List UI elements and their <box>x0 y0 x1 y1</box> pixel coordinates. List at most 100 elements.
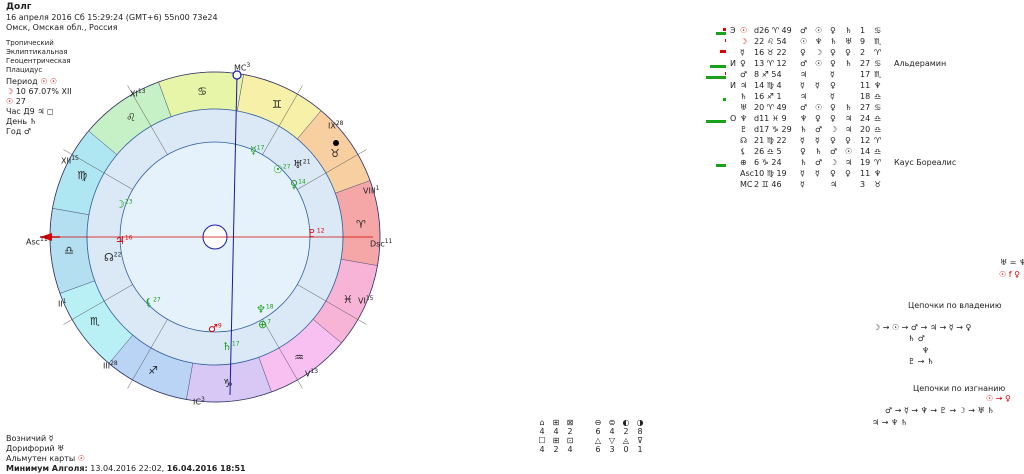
planet-term: ♀ <box>845 169 851 178</box>
aspect-symbol: ⊞ <box>552 418 560 427</box>
algol-label: Минимум Алголя: <box>6 464 88 473</box>
aspect-symbol: ⌂ <box>539 418 545 427</box>
planet-ruler: ♃ <box>800 92 808 101</box>
planet-ruler: ♄ <box>800 125 808 134</box>
planet-triplicity: ☿ <box>830 70 835 79</box>
house-cusp-line <box>127 85 168 155</box>
chart-settings: Тропический Эклиптикальная Геоцентрическ… <box>6 39 71 75</box>
planet-glyph: ♆ <box>740 114 748 123</box>
chart-place: Омск, Омская обл., Россия <box>6 23 118 32</box>
zodiac-sign-icon: ♈ <box>356 218 366 231</box>
planet-term: ♃ <box>845 125 853 134</box>
year-info: Год ♂ <box>6 127 32 136</box>
aspect-symbol: ⊜ <box>608 418 616 427</box>
hour-info: Час Д9 ♃ ◻ <box>6 107 54 116</box>
planet-face: ♋ <box>874 59 882 68</box>
planet-term: ♃ <box>845 158 853 167</box>
house-cusp-line <box>63 149 133 190</box>
chart-datetime: 16 апреля 2016 Сб 15:29:24 (GMT+6) 55n00… <box>6 13 218 22</box>
planet-neptune-icon: ♆18 <box>256 303 274 316</box>
planet-exaltation: ☿ <box>815 169 820 178</box>
planet-degree: 12 <box>860 136 871 145</box>
zodiac-sign-icon: ♓ <box>343 293 353 306</box>
planet-glyph: ☿ <box>740 48 745 57</box>
planet-face: ♎ <box>874 147 882 156</box>
planet-exaltation: ☿ <box>815 136 820 145</box>
planet-face: ♋ <box>874 103 882 112</box>
planet-mark: И <box>730 81 736 90</box>
strength-bar-red <box>723 28 726 31</box>
planet-face: ♆ <box>874 169 882 178</box>
planet-star: Альдерамин <box>894 59 947 68</box>
house-cusp-lines <box>63 85 367 389</box>
planet-triplicity: ♄ <box>830 37 838 46</box>
planet-term: ♄ <box>845 26 853 35</box>
planet-lilith-icon: ⚸27 <box>145 296 161 309</box>
planet-ruler: ☿ <box>800 81 805 90</box>
planet-position: 6 ♑ 24 <box>754 158 782 167</box>
planet-face: ♏ <box>874 70 882 79</box>
planet-position: 2 ♊ 46 <box>754 180 782 189</box>
hour-label: Час Д9 <box>6 107 35 116</box>
strength-bar-green <box>716 32 726 35</box>
planet-exaltation: ☉ <box>815 26 823 35</box>
planet-ruler: ♂ <box>800 103 808 112</box>
planet-position: 14 ♍ 4 <box>754 81 782 90</box>
planet-node-icon: ☊22 <box>104 251 122 264</box>
period-num: ☉ 27 <box>6 97 26 106</box>
sun-venus-relation: ☉ f ♀ <box>999 270 1020 279</box>
planet-ruler: ♂ <box>800 59 808 68</box>
mc-ic-line <box>229 74 238 396</box>
planet-triplicity: ♀ <box>830 59 836 68</box>
planet-term: ♃ <box>845 114 853 123</box>
period-label: Период <box>6 77 38 86</box>
planet-position: 16 ♉ 22 <box>754 48 787 57</box>
planet-triplicity: ☽ <box>830 158 838 167</box>
aspect-symbol: ⊡ <box>566 436 574 445</box>
almuten-label: Альмутен карты <box>6 454 76 463</box>
chain-ownership-main: ☽ → ☉ → ♂ → ♃ → ☿ → ♀ <box>873 323 972 332</box>
planet-triplicity: ♀ <box>830 114 836 123</box>
planet-triplicity: ♀ <box>830 81 836 90</box>
setting-coords: Эклиптикальная <box>6 48 68 56</box>
planet-term: ☉ <box>845 147 853 156</box>
aspect-count: 4 <box>539 445 545 454</box>
aspect-count: 3 <box>609 445 615 454</box>
planet-face: ♎ <box>874 92 882 101</box>
planet-triplicity: ♀ <box>830 48 836 57</box>
dorif-label: Дорифорий <box>6 444 55 453</box>
planet-mars-icon: ♂9 <box>208 322 222 335</box>
period-value: 10 67.07% XII <box>15 87 72 96</box>
planet-degree: 2 <box>860 48 866 57</box>
planet-mercury-icon: ☿17 <box>250 144 265 157</box>
planet-ruler: ♀ <box>800 48 806 57</box>
aspect-symbol: ⊠ <box>566 418 574 427</box>
aspect-count: 6 <box>595 445 601 454</box>
planet-exaltation: ♆ <box>815 37 823 46</box>
planet-ruler: ☿ <box>800 136 805 145</box>
planet-glyph: ⊕ <box>740 158 747 167</box>
almuten-info: Альмутен карты ☉ <box>6 454 85 463</box>
planet-ruler: ☿ <box>800 169 805 178</box>
planet-position: 16 ♐ 1 <box>754 92 782 101</box>
planet-glyph: ⚸ <box>740 147 746 156</box>
planet-term: ♀ <box>845 136 851 145</box>
setting-center: Геоцентрическая <box>6 57 71 65</box>
planet-exaltation: ☿ <box>815 81 820 90</box>
planet-venus-icon: ♀14 <box>290 178 306 191</box>
chain-ownership-title: Цепочки по владению <box>908 301 1002 310</box>
aspect-count: 4 <box>539 427 545 436</box>
planet-term: ♀ <box>845 48 851 57</box>
aspect-symbol: ◬ <box>622 436 630 445</box>
planet-position: d11 ♓ 9 <box>754 114 787 123</box>
planet-triplicity: ☽ <box>830 125 838 134</box>
uranus-neptune-relation: ♅ = ♆ <box>1000 258 1024 267</box>
aspect-symbol: ▽ <box>608 436 616 445</box>
zodiac-sign-icon: ♏ <box>90 315 100 328</box>
planet-glyph: ☊ <box>740 136 748 145</box>
aspect-count: 2 <box>567 427 573 436</box>
aspect-symbol: ⊽ <box>637 436 643 445</box>
strength-bar-red <box>725 72 726 75</box>
vozn-label: Возничий <box>6 434 47 443</box>
